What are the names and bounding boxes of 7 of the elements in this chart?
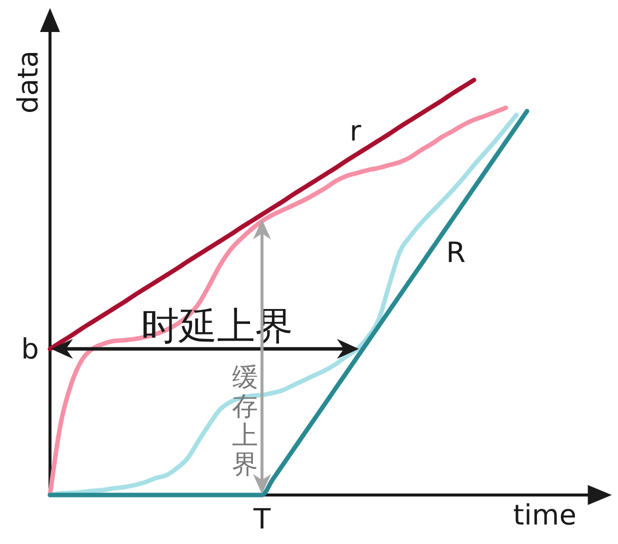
series-label: r bbox=[350, 114, 362, 148]
series-label: R bbox=[446, 236, 466, 270]
y-axis-title: data bbox=[12, 50, 44, 114]
text: b bbox=[21, 332, 39, 366]
x-axis-title: time bbox=[513, 498, 576, 532]
annotation: T bbox=[252, 502, 272, 536]
annotation: 缓存上界 bbox=[232, 362, 258, 480]
